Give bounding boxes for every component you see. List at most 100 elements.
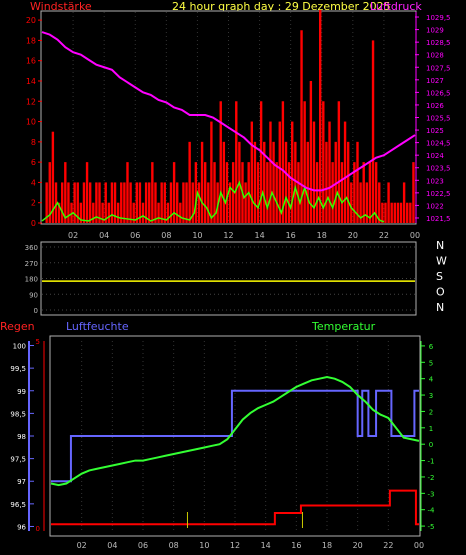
wind-bar bbox=[194, 162, 198, 223]
wind-bar bbox=[259, 101, 263, 223]
wind-bar bbox=[250, 121, 254, 223]
wind-bar bbox=[284, 141, 288, 223]
rain-tick-label: 0 bbox=[36, 525, 40, 533]
compass-label: N bbox=[436, 239, 444, 252]
wind-bar bbox=[253, 141, 257, 223]
wind-bar bbox=[101, 202, 104, 223]
humidity-tick-label: 96,5 bbox=[10, 501, 26, 509]
wind-bar bbox=[51, 131, 55, 223]
pressure-tick-label: 1026,5 bbox=[426, 89, 451, 97]
wind-tick-label: 10 bbox=[26, 118, 36, 127]
wind-bar bbox=[157, 202, 160, 223]
wind-bar bbox=[396, 202, 400, 223]
wind-bar bbox=[48, 162, 51, 223]
wind-bar bbox=[135, 182, 139, 223]
temperature-tick-label: -5 bbox=[428, 523, 435, 531]
wind-bar bbox=[256, 162, 260, 223]
wind-bar bbox=[371, 40, 375, 224]
wind-bar bbox=[346, 141, 350, 223]
wind-bar bbox=[331, 162, 334, 223]
wind-bar bbox=[151, 162, 154, 223]
compass-label: N bbox=[436, 301, 444, 314]
pressure-tick-label: 1026 bbox=[426, 102, 444, 110]
wind-bar bbox=[309, 80, 313, 223]
wind-bar bbox=[300, 30, 303, 224]
humidity-tick-label: 99 bbox=[17, 388, 26, 396]
pressure-tick-label: 1029,5 bbox=[426, 14, 451, 22]
x-tick-label: 02 bbox=[68, 231, 78, 240]
wind-bar bbox=[297, 162, 300, 223]
wind-tick-label: 18 bbox=[26, 36, 36, 45]
wind-bar bbox=[266, 162, 269, 223]
wind-bar bbox=[303, 101, 306, 223]
wind-bar bbox=[88, 182, 92, 223]
wind-bar bbox=[294, 141, 297, 223]
wind-bar bbox=[104, 182, 107, 223]
wind-bar bbox=[235, 101, 238, 223]
x-tick-label: 10 bbox=[199, 541, 209, 550]
wind-tick-label: 0 bbox=[31, 219, 36, 228]
wind-title: Windstärke bbox=[30, 0, 92, 13]
x-tick-label: 18 bbox=[322, 541, 332, 550]
rain-tick-label: 5 bbox=[36, 338, 40, 346]
temperature-tick-label: -2 bbox=[428, 474, 435, 482]
temperature-tick-label: 6 bbox=[429, 343, 434, 351]
wind-bar bbox=[402, 182, 406, 223]
x-tick-label: 14 bbox=[261, 541, 271, 550]
x-tick-label: 18 bbox=[317, 231, 327, 240]
wind-bar bbox=[350, 182, 353, 223]
wind-bar bbox=[225, 162, 229, 223]
pressure-tick-label: 1025,5 bbox=[426, 115, 451, 123]
pressure-title: Luftdruck bbox=[370, 0, 422, 13]
temperature-tick-label: 2 bbox=[429, 408, 433, 416]
wind-bar bbox=[182, 182, 185, 223]
pressure-tick-label: 1023,5 bbox=[426, 165, 451, 173]
wind-bar bbox=[210, 121, 213, 223]
wind-bar bbox=[45, 182, 48, 223]
wind-bar bbox=[126, 162, 129, 223]
wind-bar bbox=[353, 162, 356, 223]
x-tick-label: 00 bbox=[414, 541, 424, 550]
wind-tick-label: 6 bbox=[31, 158, 36, 167]
direction-tick-label: 270 bbox=[25, 260, 38, 268]
wind-bar bbox=[381, 202, 384, 223]
wind-bar bbox=[312, 121, 316, 223]
wind-bar bbox=[148, 182, 151, 223]
wind-bar bbox=[61, 182, 64, 223]
wind-bar bbox=[57, 202, 61, 223]
wind-bar bbox=[343, 121, 347, 223]
wind-bar bbox=[228, 182, 232, 223]
pressure-tick-label: 1024 bbox=[426, 152, 444, 160]
rain-title: Regen bbox=[0, 320, 35, 333]
x-tick-label: 02 bbox=[77, 541, 87, 550]
wind-bar bbox=[365, 182, 369, 223]
temperature-tick-label: 0 bbox=[429, 441, 433, 449]
wind-bar bbox=[116, 202, 120, 223]
wind-bar bbox=[384, 202, 387, 223]
wind-bar bbox=[132, 202, 135, 223]
wind-bar bbox=[144, 182, 148, 223]
x-tick-label: 04 bbox=[107, 541, 117, 550]
humidity-tick-label: 98,5 bbox=[10, 410, 26, 418]
humidity-tick-label: 100 bbox=[13, 343, 26, 351]
humidity-tick-label: 99,5 bbox=[10, 365, 26, 373]
pressure-tick-label: 1021,5 bbox=[426, 215, 451, 223]
wind-bar bbox=[79, 202, 83, 223]
humidity-tick-label: 97,5 bbox=[10, 456, 26, 464]
wind-bar bbox=[263, 141, 266, 223]
x-tick-label: 04 bbox=[99, 231, 109, 240]
wind-bar bbox=[269, 121, 272, 223]
temperature-tick-label: -3 bbox=[428, 490, 435, 498]
gust-line bbox=[41, 180, 385, 223]
wind-bar bbox=[213, 162, 216, 223]
wind-bar bbox=[399, 202, 403, 223]
wind-bar bbox=[98, 182, 101, 223]
wind-bar bbox=[200, 141, 204, 223]
pressure-tick-label: 1024,5 bbox=[426, 140, 451, 148]
wind-bar bbox=[362, 162, 365, 223]
compass-label: O bbox=[436, 286, 445, 299]
direction-tick-label: 180 bbox=[25, 276, 38, 284]
wind-bar bbox=[163, 182, 166, 223]
